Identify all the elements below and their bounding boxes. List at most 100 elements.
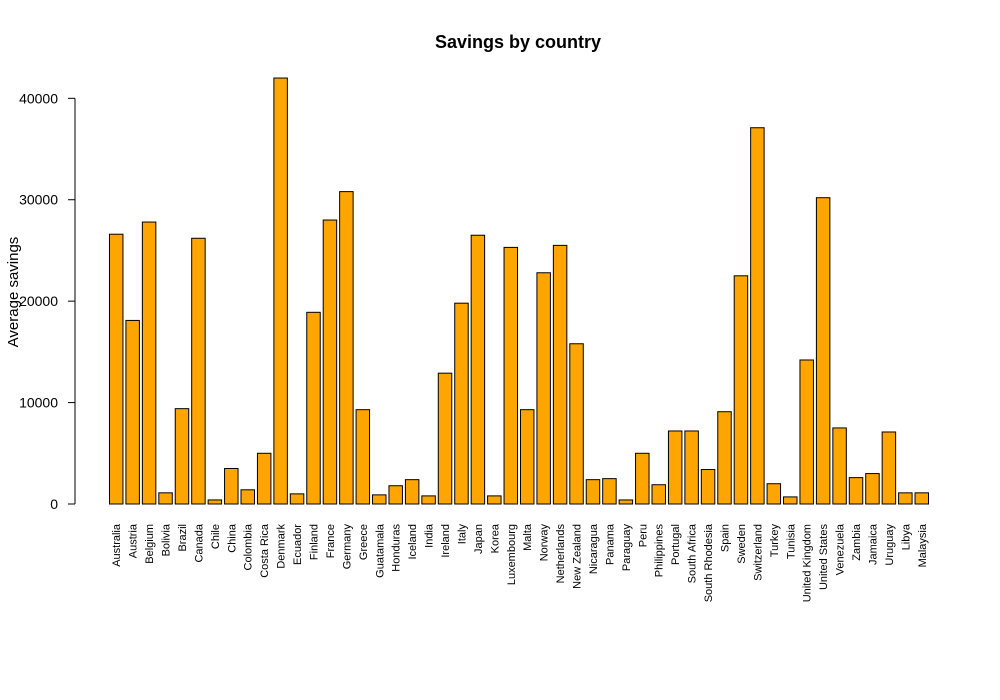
x-tick-label: Turkey [769,524,781,558]
x-tick-label: Denmark [276,524,288,569]
bar [388,485,403,505]
bar [108,233,124,505]
bar [256,452,272,505]
bar [750,127,765,505]
x-tick-label: Honduras [391,524,403,572]
x-tick-label: Luxembourg [506,524,518,585]
bar [141,221,157,505]
x-tick-label: United Kingdom [802,524,814,602]
bar [355,409,371,505]
x-tick-label: Tunisia [785,523,797,559]
bar [914,492,930,505]
x-tick-label: Netherlands [555,524,567,584]
bar [552,244,568,505]
bar [437,372,453,505]
bar [306,311,321,505]
x-tick-label: Portugal [670,524,682,565]
x-tick-label: Jamaica [867,523,879,565]
x-tick-label: Chile [210,524,222,549]
x-tick-label: China [226,523,238,553]
y-axis-label: Average savings [5,237,22,348]
x-tick-label: Libya [900,523,912,550]
x-tick-label: United States [818,524,830,591]
bar [783,496,798,505]
bar [224,468,239,505]
bar [766,483,782,505]
x-tick-label: Venezuela [835,523,847,575]
bar [125,319,140,505]
y-tick-label: 0 [50,496,58,512]
x-tick-label: Brazil [177,524,189,552]
x-tick-label: Belgium [144,524,156,564]
bar [454,302,469,505]
x-tick-label: Panama [604,523,616,565]
x-tick-label: France [325,524,337,558]
x-tick-label: Ireland [440,524,452,558]
bar [174,408,190,505]
x-tick-label: Spain [720,524,732,552]
bar [536,272,551,505]
y-tick-label: 20000 [19,293,58,309]
x-tick-label: Peru [637,524,649,547]
bar [421,495,436,505]
y-tick-label: 40000 [19,90,58,106]
chart-title: Savings by country [435,32,601,52]
y-tick-label: 30000 [19,192,58,208]
bar [733,275,749,505]
bar [602,478,617,505]
bar [372,494,387,505]
bar [322,219,338,505]
bar [158,492,173,505]
x-tick-label: Bolivia [161,523,173,556]
bar [618,499,634,505]
x-tick-label: Iceland [407,524,419,559]
bar [865,473,880,505]
x-tick-label: Colombia [243,523,255,570]
bar [273,77,288,505]
bar [815,197,831,505]
x-tick-label: Ecuador [292,524,304,565]
bar [207,499,223,505]
bar [569,343,584,505]
bar [799,359,814,505]
bar [848,477,864,505]
x-tick-label: Finland [309,524,321,560]
x-tick-label: Italy [456,524,468,545]
bar [832,427,847,505]
bar [191,237,206,505]
x-tick-label: Malaysia [917,523,929,567]
x-tick-label: Germany [341,524,353,570]
x-tick-label: Greece [358,524,370,560]
bar [339,191,354,505]
bar [898,492,913,505]
bar [519,409,535,505]
x-tick-label: Sweden [736,524,748,564]
x-tick-label: India [424,523,436,548]
y-tick-label: 10000 [19,395,58,411]
bar [585,479,601,505]
x-tick-label: Australia [111,523,123,567]
x-tick-label: Nicaragua [588,523,600,574]
bar [700,469,716,505]
x-tick-label: Switzerland [752,524,764,581]
bar [404,479,420,505]
bar [240,489,255,505]
bar [470,234,486,505]
bar [684,430,699,505]
bar [651,484,666,505]
bar [881,431,897,505]
x-tick-label: Malta [522,523,534,551]
bar [487,495,502,505]
x-tick-labels: Australia Austria Belgium Bolivia Brazil Cana… [111,523,929,602]
x-tick-label: Costa Rica [259,523,271,578]
x-tick-label: South Africa [687,523,699,583]
x-tick-label: Uruguay [884,524,896,566]
x-tick-label: Norway [539,524,551,562]
x-tick-label: Paraguay [621,524,633,572]
x-tick-label: New Zealand [572,524,584,589]
bar [289,493,305,505]
x-tick-label: Korea [489,523,501,553]
bar [717,411,732,505]
bar [503,246,519,505]
